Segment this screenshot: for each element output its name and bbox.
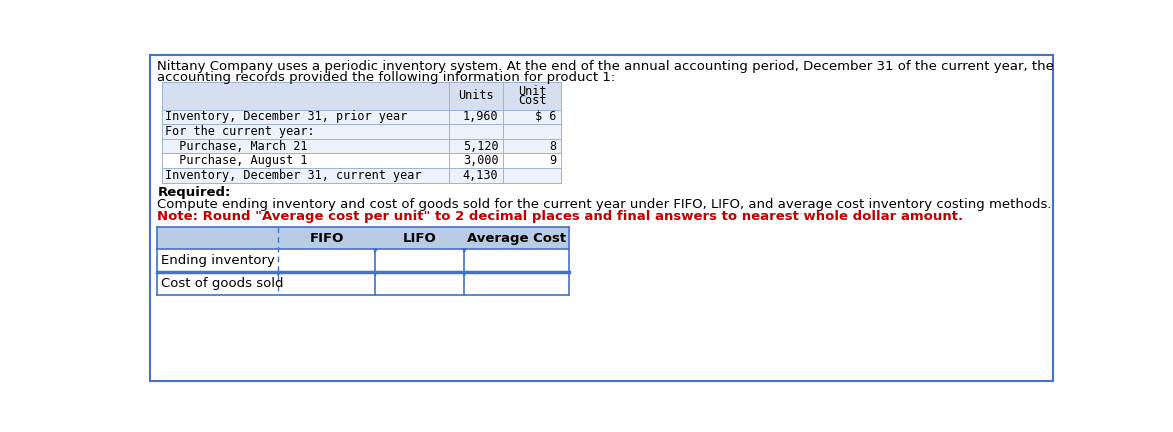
Text: 3,000: 3,000 <box>463 154 499 167</box>
Text: 4,130: 4,130 <box>463 169 499 182</box>
Text: Unit: Unit <box>518 85 547 98</box>
Text: Required:: Required: <box>157 186 231 199</box>
Text: For the current year:: For the current year: <box>165 125 314 138</box>
Bar <box>157 249 569 272</box>
Text: 8: 8 <box>549 140 557 152</box>
Text: Cost: Cost <box>518 94 547 107</box>
Bar <box>162 139 561 153</box>
Text: 9: 9 <box>549 154 557 167</box>
Text: $ 6: $ 6 <box>535 111 557 124</box>
Bar <box>162 110 561 124</box>
Text: Ending inventory: Ending inventory <box>161 254 274 267</box>
Text: LIFO: LIFO <box>404 232 436 245</box>
Text: Compute ending inventory and cost of goods sold for the current year under FIFO,: Compute ending inventory and cost of goo… <box>157 198 1052 211</box>
Bar <box>162 124 561 139</box>
Text: Cost of goods sold: Cost of goods sold <box>161 277 283 290</box>
Text: Purchase, August 1: Purchase, August 1 <box>165 154 307 167</box>
Bar <box>162 82 561 110</box>
Text: Nittany Company uses a periodic inventory system. At the end of the annual accou: Nittany Company uses a periodic inventor… <box>157 60 1055 73</box>
Text: FIFO: FIFO <box>310 232 344 245</box>
Text: Units: Units <box>459 89 494 102</box>
Text: accounting records provided the following information for product 1:: accounting records provided the followin… <box>157 71 616 84</box>
Text: Note: Round "Average cost per unit" to 2 decimal places and final answers to nea: Note: Round "Average cost per unit" to 2… <box>157 210 963 223</box>
Text: Purchase, March 21: Purchase, March 21 <box>165 140 307 152</box>
Bar <box>157 227 569 249</box>
Bar <box>157 272 569 295</box>
Text: Inventory, December 31, prior year: Inventory, December 31, prior year <box>165 111 407 124</box>
Bar <box>162 153 561 168</box>
Text: Inventory, December 31, current year: Inventory, December 31, current year <box>165 169 422 182</box>
Bar <box>162 168 561 183</box>
Text: 5,120: 5,120 <box>463 140 499 152</box>
Text: 1,960: 1,960 <box>463 111 499 124</box>
Text: Average Cost: Average Cost <box>467 232 567 245</box>
